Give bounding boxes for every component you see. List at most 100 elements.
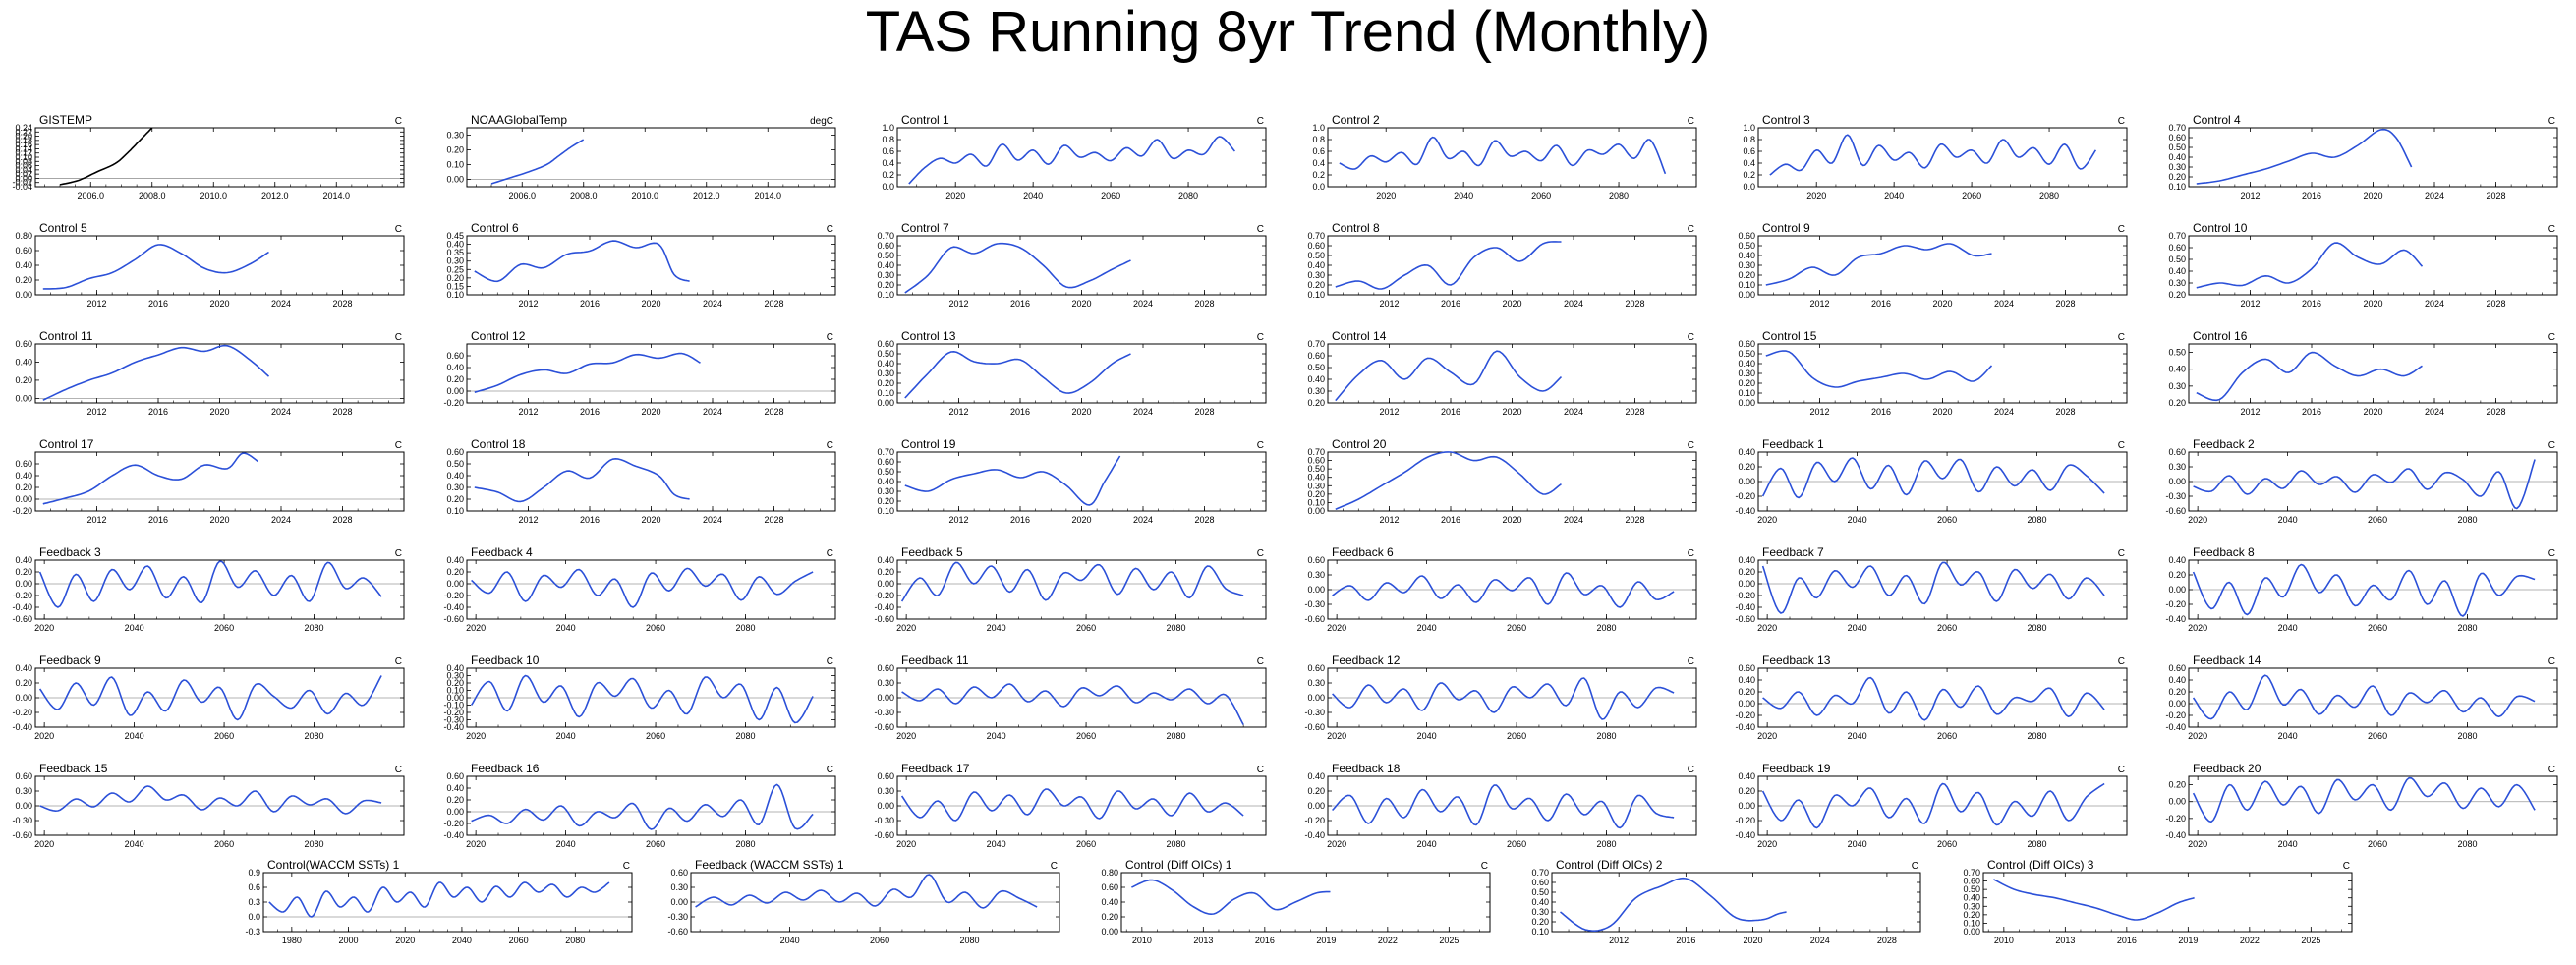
y-tick-label: -0.20: [1735, 591, 1755, 600]
y-tick-label: -0.20: [2165, 814, 2186, 823]
y-tick-label: 0.30: [670, 882, 688, 892]
x-tick-label: 2016: [148, 407, 168, 417]
y-tick-label: 0.20: [15, 375, 32, 385]
y-tick-label: 0.40: [1307, 473, 1325, 482]
x-tick-label: 2028: [2055, 407, 2075, 417]
y-tick-label: 0.60: [877, 457, 894, 467]
plot-frame: [896, 559, 1267, 620]
y-tick-label: 0.00: [446, 693, 464, 703]
panel-24: Feedback 2 C -0.60 -0.30 0.00 0.30 0.60 2020 204…: [2165, 437, 2558, 525]
y-tick-label: 0.20: [2168, 687, 2186, 697]
y-tick-label: 0.00: [1738, 579, 1755, 589]
y-tick-label: 0.6: [1743, 146, 1755, 156]
y-tick-label: 0.60: [15, 459, 32, 469]
y-tick-label: 0.60: [1963, 877, 1980, 886]
y-tick-label: -0.60: [667, 927, 688, 937]
panel-units: C: [2548, 548, 2555, 559]
y-tick-label: -0.20: [2165, 710, 2186, 720]
panel-units: C: [2548, 656, 2555, 667]
x-tick-label: 2040: [780, 936, 800, 945]
y-tick-label: 0.50: [1531, 887, 1549, 897]
y-tick-label: 0.30: [2168, 162, 2186, 172]
y-tick-label: 0.20: [446, 145, 464, 155]
y-tick-label: 1.0: [1743, 123, 1755, 133]
x-tick-label: 2040: [1417, 839, 1437, 849]
panel-title: Control 3: [1762, 113, 1810, 127]
panel-33: Feedback 11 C -0.60 -0.30 0.00 0.30 0.60 2020 20…: [874, 653, 1267, 741]
x-tick-label: 2016: [1441, 515, 1460, 525]
y-tick-label: 0.10: [1531, 927, 1549, 937]
panel-title: Control 12: [471, 329, 526, 343]
y-tick-label: 0.00: [1738, 699, 1755, 709]
x-tick-label: 2040: [125, 623, 144, 633]
x-tick-label: 2012: [2240, 191, 2260, 200]
y-tick-label: 0.20: [15, 567, 32, 577]
series-line: [474, 240, 690, 283]
y-tick-label: 0.10: [15, 152, 32, 162]
y-tick-label: 0.60: [1307, 241, 1325, 251]
y-tick-label: -0.20: [443, 708, 464, 717]
series-line: [39, 785, 382, 815]
x-tick-label: 2020: [2363, 299, 2382, 309]
x-tick-label: 2020: [2363, 407, 2382, 417]
y-tick-label: -0.40: [1735, 830, 1755, 840]
x-tick-label: 2040: [452, 936, 472, 945]
y-tick-label: 0.70: [1307, 447, 1325, 457]
series-line: [1761, 561, 2105, 614]
plot-frame: [262, 872, 633, 933]
x-tick-label: 2060: [1507, 839, 1526, 849]
panel-units: C: [2118, 440, 2125, 451]
panel-5: Control 3 C 0.0 0.2 0.4 0.6 0.8 1.0 2020 2040 2060…: [1743, 113, 2128, 200]
x-tick-label: 2020: [1757, 515, 1777, 525]
y-tick-label: -0.60: [1735, 614, 1755, 624]
y-tick-label: 0.30: [1963, 901, 1980, 911]
series-line: [1761, 457, 2105, 499]
x-tick-label: 2020: [1502, 299, 1521, 309]
y-tick-label: 0.50: [2168, 348, 2186, 358]
panel-units: C: [2548, 224, 2555, 235]
y-tick-label: 0.70: [2168, 123, 2186, 133]
x-tick-label: 2024: [1994, 407, 2014, 417]
x-tick-label: 2016: [1871, 299, 1891, 309]
y-tick-label: -0.40: [12, 722, 32, 732]
y-tick-label: 0.00: [1307, 801, 1325, 811]
plot-frame: [896, 235, 1267, 296]
x-tick-label: 2028: [1194, 407, 1214, 417]
y-tick-label: 0.00: [670, 897, 688, 907]
y-tick-label: 0.50: [877, 349, 894, 359]
series-line: [1761, 782, 2105, 829]
series-line: [1560, 877, 1787, 933]
y-tick-label: -0.40: [443, 602, 464, 612]
panel-units: C: [623, 861, 630, 872]
plot-frame: [34, 343, 405, 404]
series-line: [2193, 459, 2536, 510]
panel-title: Feedback 9: [39, 653, 101, 667]
y-tick-label: 0.45: [446, 231, 464, 241]
panel-units: C: [395, 656, 402, 667]
x-tick-label: 2020: [209, 299, 229, 309]
y-tick-label: 0.30: [1738, 369, 1755, 378]
x-tick-label: 2020: [1502, 407, 1521, 417]
y-tick-label: 0.08: [15, 156, 32, 166]
x-tick-label: 2080: [2458, 731, 2478, 741]
x-tick-label: 2012: [2240, 407, 2260, 417]
x-tick-label: 2028: [764, 407, 783, 417]
series-line: [904, 455, 1121, 506]
y-tick-label: -0.20: [1735, 816, 1755, 825]
panel-title: Control (Diff OICs) 3: [1987, 858, 2094, 872]
y-tick-label: 0.30: [1307, 570, 1325, 580]
x-tick-label: 2080: [1609, 191, 1629, 200]
y-tick-label: 0.00: [1738, 398, 1755, 408]
panel-units: C: [2118, 765, 2125, 775]
panel-46: Control (Diff OICs) 2 C0.100.200.300.400.…: [1531, 858, 1921, 945]
x-tick-label: 2040: [1848, 623, 1867, 633]
x-tick-label: 2020: [34, 731, 54, 741]
x-tick-label: 2080: [305, 839, 324, 849]
x-tick-label: 2024: [271, 299, 291, 309]
x-tick-label: 2060: [646, 623, 665, 633]
y-tick-label: 0.10: [877, 506, 894, 516]
panel-38: Feedback 16 C -0.40 -0.20 0.00 0.20 0.40 0.60 20…: [443, 762, 836, 849]
x-tick-label: 2080: [2028, 623, 2047, 633]
y-tick-label: -0.04: [12, 182, 32, 192]
y-tick-label: 0.6: [248, 882, 260, 892]
